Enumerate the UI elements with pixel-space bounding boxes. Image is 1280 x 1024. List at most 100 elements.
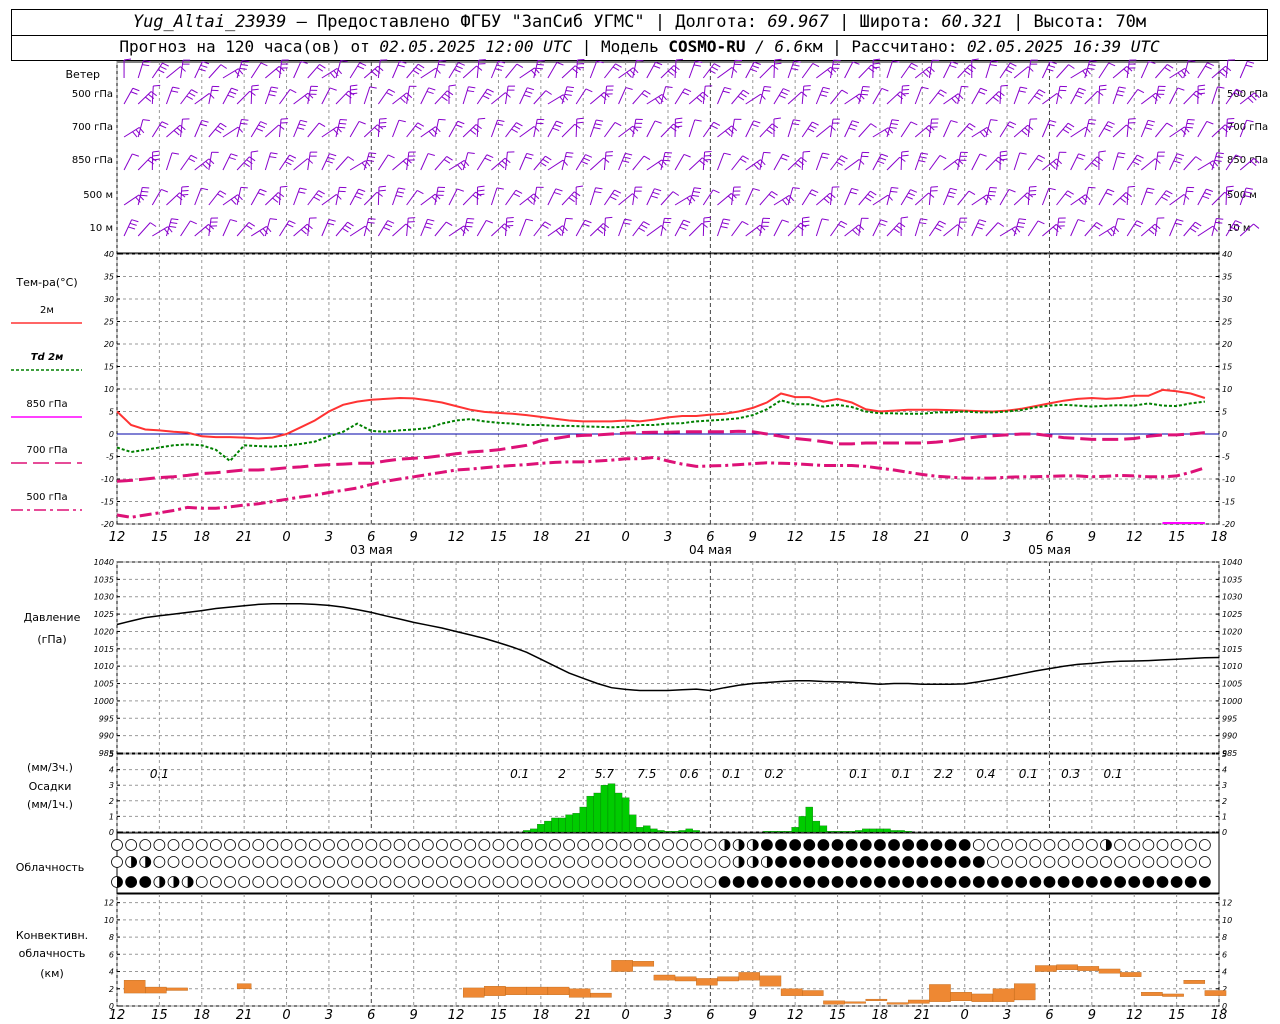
wind-barb [632, 119, 637, 138]
wind-barb [646, 225, 662, 237]
cloud-circle [492, 856, 505, 868]
wind-barb-feather [703, 220, 711, 223]
cloud-circle [506, 856, 519, 868]
wind-barb [490, 187, 498, 206]
precip-total-label: 0.1 [722, 767, 741, 781]
pressure-tick-left: 1005 [94, 680, 114, 689]
wind-barb [321, 87, 331, 105]
wind-barb-feather [1227, 118, 1235, 120]
wind-barb-feather [318, 122, 326, 128]
wind-barb-feather [625, 152, 633, 156]
wind-barb-feather [898, 222, 906, 228]
wind-barb [717, 193, 732, 206]
wind-barb [448, 121, 459, 138]
wind-barb [1027, 60, 1032, 79]
cloud-fill-half [1105, 839, 1112, 851]
wind-barb [363, 152, 370, 171]
wind-barb-feather [457, 188, 464, 192]
precip-bar [558, 817, 566, 833]
wind-barb-feather [336, 126, 342, 133]
wind-barb [1169, 87, 1179, 105]
wind-barb [533, 90, 547, 105]
wind-barb-feather [838, 158, 846, 163]
precip-total-label: 0.2 [764, 767, 783, 781]
wind-barb-feather [1009, 121, 1017, 126]
wind-barb-feather [821, 218, 829, 221]
x-tick-label-temp: 3 [1003, 530, 1011, 545]
precip-title: Осадки [29, 780, 72, 793]
chart-header: Yug_Altai_23939 – Предоставлено ФГБУ "За… [11, 9, 1268, 61]
cloud-fill-full [916, 839, 928, 851]
wind-barb-feather [414, 125, 422, 130]
wind-barb-feather [979, 219, 987, 223]
wind-barb [533, 221, 546, 237]
wind-barb-feather [565, 90, 573, 92]
wind-barb [604, 122, 616, 138]
wind-barb-feather [516, 63, 524, 69]
wind-barb-feather [559, 227, 565, 234]
wind-barb [716, 218, 724, 237]
wind-barb-feather [1187, 118, 1195, 121]
cloud-fill-full [973, 876, 985, 888]
wind-barb [1126, 220, 1138, 237]
wind-barb [434, 187, 439, 206]
wind-barb [1169, 153, 1178, 171]
cloud-circle [718, 856, 731, 868]
wind-barb-feather [936, 223, 944, 228]
precip-bar [593, 792, 602, 833]
wind-barb-feather [1067, 190, 1074, 195]
wind-barb-feather [458, 62, 465, 66]
wind-barb [505, 122, 517, 138]
wind-barb [462, 152, 469, 171]
wind-barb [872, 127, 889, 138]
wind-barb-feather [327, 156, 335, 160]
cloud-fill-full [832, 876, 844, 888]
wind-barb-feather [269, 90, 277, 93]
wind-barb [773, 195, 790, 206]
wind-barb [1126, 119, 1130, 138]
legend-label-t850: 850 гПа [26, 399, 67, 410]
wind-barb [674, 219, 684, 237]
wind-barb-feather [198, 68, 206, 72]
wind-barb [589, 119, 597, 138]
wind-barb [1239, 158, 1255, 171]
wind-barb-feather [269, 218, 278, 220]
wind-barb [1197, 188, 1207, 206]
wind-barb-feather [1037, 220, 1045, 225]
wind-barb [900, 86, 903, 105]
wind-barb [745, 159, 761, 171]
wind-barb-feather [359, 62, 367, 67]
cloud-circle [294, 876, 307, 888]
wind-barb [1070, 87, 1080, 105]
wind-barb [815, 87, 824, 105]
wind-barb-feather [428, 87, 436, 91]
wind-barb-feather [150, 156, 157, 162]
wind-barb-feather [750, 68, 758, 73]
wind-barb-feather [872, 66, 881, 69]
wind-barb-feather [327, 222, 335, 226]
wind-barb-feather [527, 87, 535, 91]
wind-barb-feather [822, 152, 830, 156]
wind-barb-feather [577, 63, 585, 65]
x-tick-label-temp: 21 [914, 530, 931, 545]
wind-barb-feather [277, 192, 285, 198]
wind-barb [1225, 186, 1228, 206]
wind-barb-feather [1225, 65, 1232, 72]
cloud-circle [520, 876, 533, 888]
conv-tick-left: 0 [109, 1002, 114, 1011]
wind-barb [1126, 186, 1129, 206]
x-tick-label-bottom: 6 [706, 1008, 714, 1023]
cloud-circle [323, 839, 335, 851]
wind-barb [222, 219, 231, 237]
computed-time: 02.05.2025 16:39 UTC [967, 37, 1160, 56]
wind-barb [208, 86, 213, 105]
conv-bar [908, 999, 930, 1004]
cloud-fill-full [902, 856, 914, 868]
wind-barb-feather [1253, 158, 1260, 164]
conv-bar [1162, 993, 1184, 997]
precip-tick-left: 2 [109, 797, 114, 806]
precip-bar [798, 816, 806, 833]
cloud-fill-full [832, 839, 844, 851]
precip-bar [685, 828, 693, 833]
